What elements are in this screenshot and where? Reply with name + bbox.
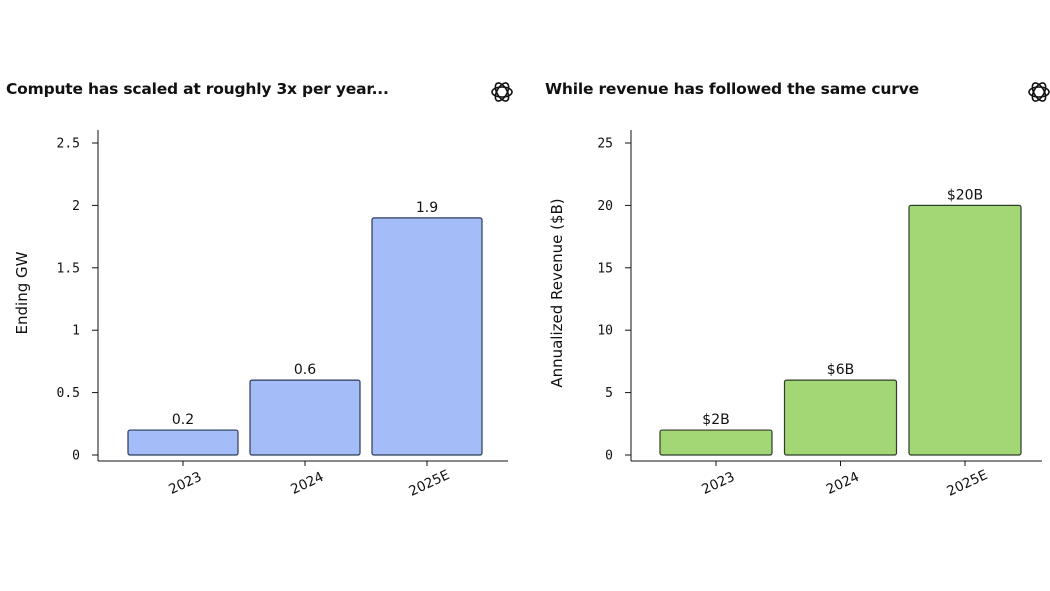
openai-logo-icon <box>491 82 513 102</box>
data-label: 1.9 <box>416 200 438 216</box>
revenue-chart-panel: While revenue has followed the same curv… <box>525 0 1050 591</box>
compute-chart-panel: Compute has scaled at roughly 3x per yea… <box>6 80 513 500</box>
chart-title: While revenue has followed the same curv… <box>545 80 919 98</box>
data-label: $20B <box>947 187 983 203</box>
data-label: $6B <box>827 362 854 378</box>
x-tick-label: 2025E <box>406 467 452 500</box>
y-tick-label: 5 <box>605 386 613 401</box>
x-tick-label: 2025E <box>944 467 990 500</box>
data-label: 0.2 <box>172 412 194 428</box>
bar-2025e <box>371 217 483 456</box>
x-tick-label: 2023 <box>699 469 737 498</box>
y-tick-label: 10 <box>597 324 613 339</box>
data-label: $2B <box>702 412 729 428</box>
bar-2024 <box>783 379 898 456</box>
y-tick-label: 20 <box>597 199 613 214</box>
y-tick-label: 0 <box>72 449 80 464</box>
compute-bar-chart: 0.2 2023 0.6 2024 1.9 2025E 0 0.5 1 1.5 2 2.5 Ending… <box>13 130 508 500</box>
data-label: 0.6 <box>294 362 316 378</box>
x-tick-label: 2023 <box>166 469 204 498</box>
y-tick-label: 1.5 <box>57 261 80 276</box>
y-tick-label: 25 <box>597 137 613 152</box>
y-axis-title: Annualized Revenue ($B) <box>548 198 566 387</box>
y-tick-label: 0.5 <box>57 386 80 401</box>
y-tick-label: 2.5 <box>57 137 80 152</box>
y-tick-label: 0 <box>605 449 613 464</box>
bar-2025e <box>908 204 1022 456</box>
openai-logo-icon <box>1028 82 1050 102</box>
y-tick-label: 15 <box>597 261 613 276</box>
y-tick-label: 1 <box>72 324 80 339</box>
bar-2023 <box>659 429 773 456</box>
bar-2024 <box>249 379 361 456</box>
x-tick-label: 2024 <box>288 469 326 498</box>
bar-2023 <box>127 429 239 456</box>
revenue-bar-chart: $2B 2023 $6B 2024 $20B 2025E 0 5 10 15 20 25 Annuali… <box>548 130 1042 500</box>
chart-title: Compute has scaled at roughly 3x per yea… <box>6 80 389 98</box>
y-axis-title: Ending GW <box>13 251 31 334</box>
x-tick-label: 2024 <box>824 469 862 498</box>
y-tick-label: 2 <box>72 199 80 214</box>
